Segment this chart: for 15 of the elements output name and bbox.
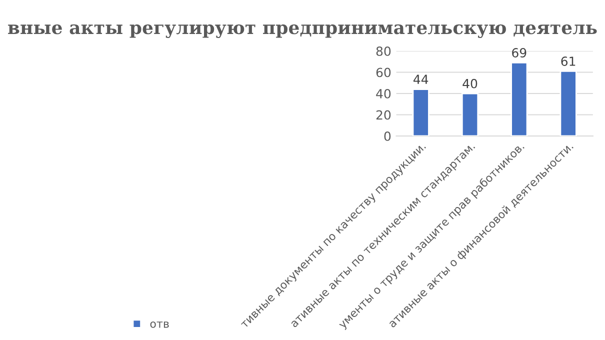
bar (510, 62, 528, 136)
data-label: 44 (414, 74, 428, 84)
y-tick-label: 20 (376, 110, 391, 120)
bar (461, 92, 479, 136)
data-label: 69 (512, 48, 526, 58)
y-tick-label: 60 (376, 68, 391, 78)
legend-label: отв (150, 321, 169, 328)
y-tick-label: 0 (384, 131, 391, 141)
bar (560, 70, 577, 136)
chart-title: вные акты регулируют предпринимательскую деятель (8, 24, 597, 38)
bar (412, 88, 430, 136)
y-tick-label: 80 (376, 46, 391, 56)
data-label: 61 (561, 56, 576, 66)
y-tick-label: 40 (376, 88, 391, 98)
data-label: 40 (462, 78, 478, 88)
